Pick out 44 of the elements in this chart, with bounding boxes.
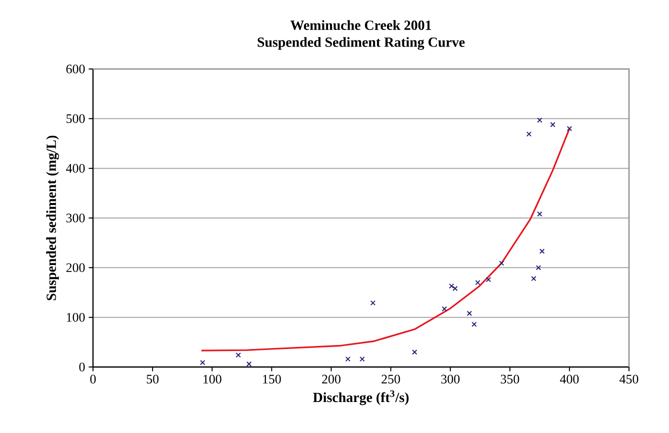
point xyxy=(370,300,376,306)
point xyxy=(498,260,504,266)
point xyxy=(466,310,472,316)
point xyxy=(539,248,545,254)
x-tick-label: 450 xyxy=(620,374,638,384)
point xyxy=(442,306,447,312)
point xyxy=(537,118,542,123)
point xyxy=(412,349,418,355)
chart-title: Weminuche Creek 2001 Suspended Sediment Rating Curve xyxy=(258,20,465,50)
x-tick-label: 150 xyxy=(263,374,281,384)
x-tick-label: 400 xyxy=(560,374,579,384)
x-tick-label: 100 xyxy=(204,374,222,384)
y-tick-label: 200 xyxy=(66,263,85,272)
point xyxy=(531,276,536,282)
y-tick-label: 400 xyxy=(66,164,85,173)
x-tick-label: 350 xyxy=(500,374,520,384)
point xyxy=(550,122,556,128)
point xyxy=(566,126,572,132)
y-tick-label: 0 xyxy=(79,362,85,372)
y-tick-label: 300 xyxy=(66,214,85,222)
point xyxy=(537,211,542,217)
point xyxy=(475,280,480,286)
point xyxy=(452,286,458,292)
x-tick-label: 300 xyxy=(441,374,460,384)
point xyxy=(360,356,365,362)
point xyxy=(526,131,532,137)
point xyxy=(536,265,542,270)
point xyxy=(448,283,454,289)
x-axis-title: Discharge (ft$^{3}$/s) xyxy=(313,390,409,406)
point xyxy=(200,360,206,366)
x-tick-label: 50 xyxy=(146,374,159,384)
y-axis-title: Suspended sediment (mg/L) xyxy=(46,136,59,300)
x-tick-label: 250 xyxy=(382,374,400,384)
point xyxy=(486,276,492,282)
y-tick-label: 500 xyxy=(66,114,85,124)
y-tick-label: 100 xyxy=(66,312,85,322)
y-tick-label: 600 xyxy=(66,64,85,74)
line-series xyxy=(200,128,570,352)
point xyxy=(345,356,351,362)
point xyxy=(236,352,241,358)
point xyxy=(246,361,252,367)
x-tick-label: 200 xyxy=(322,374,340,384)
x-tick-label: 0 xyxy=(90,374,96,384)
point xyxy=(472,322,477,327)
